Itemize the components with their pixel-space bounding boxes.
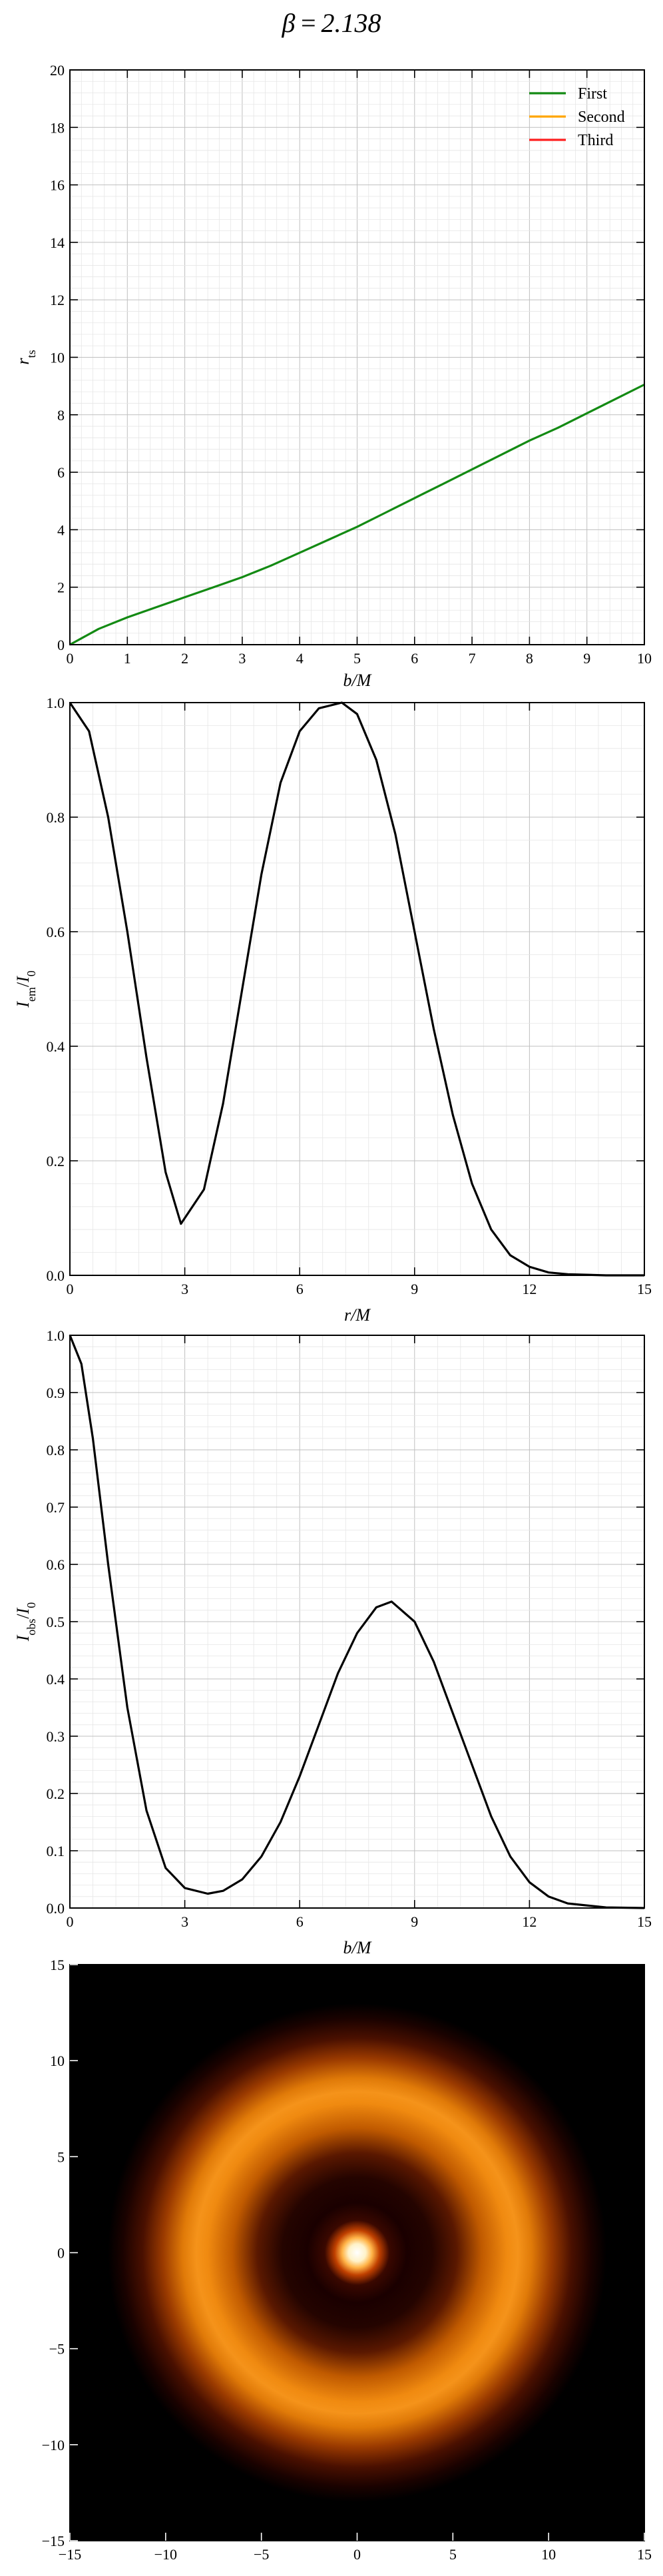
y-tick-label: 0.2 bbox=[47, 1153, 65, 1169]
x-tick-label: 3 bbox=[181, 1913, 188, 1930]
x-tick-label: −10 bbox=[154, 2546, 177, 2563]
y-tick-label: 8 bbox=[57, 407, 65, 424]
y-tick-label: 1.0 bbox=[47, 1327, 65, 1344]
y-tick-label: 2 bbox=[57, 579, 65, 596]
x-tick-label: 1 bbox=[124, 650, 131, 667]
legend-label-2: Second bbox=[578, 109, 625, 126]
y-tick-label: −5 bbox=[49, 2341, 65, 2358]
series-line-1 bbox=[69, 701, 644, 1277]
x-axis-label: r/M bbox=[344, 1305, 371, 1325]
x-tick-label: 2 bbox=[181, 650, 188, 667]
y-tick-label: 0.7 bbox=[47, 1499, 65, 1516]
y-tick-label: 5 bbox=[57, 2148, 65, 2165]
y-tick-label: 16 bbox=[50, 177, 65, 194]
y-tick-label: 0 bbox=[57, 2245, 65, 2262]
panel-2: 0 3 6 9 12 15 0.0 0.2 0.4 0.6 0.8 1.0 r/M Iem/I0 bbox=[13, 695, 652, 1325]
x-tick-label: 15 bbox=[637, 1281, 652, 1297]
y-axis-label: Iem/I0 bbox=[13, 970, 38, 1008]
y-tick-label: 0.0 bbox=[47, 1900, 65, 1917]
x-axis-label: b/M bbox=[343, 671, 372, 690]
y-tick-label: 12 bbox=[50, 292, 65, 308]
x-tick-label: −5 bbox=[254, 2546, 269, 2563]
y-tick-label: 0.3 bbox=[47, 1728, 65, 1745]
x-tick-label: 5 bbox=[353, 650, 361, 667]
y-tick-label: 1.0 bbox=[47, 695, 65, 711]
x-tick-label: −15 bbox=[59, 2546, 81, 2563]
y-tick-label: 6 bbox=[57, 464, 65, 481]
x-tick-label: 7 bbox=[469, 650, 476, 667]
x-tick-label: 8 bbox=[526, 650, 533, 667]
y-tick-label: 0.8 bbox=[47, 1442, 65, 1458]
y-tick-label: 0.4 bbox=[47, 1038, 65, 1055]
series-line-1 bbox=[69, 384, 645, 646]
x-tick-label: 6 bbox=[296, 1281, 304, 1297]
x-tick-label: 3 bbox=[181, 1281, 188, 1297]
y-tick-label: 0.4 bbox=[47, 1671, 65, 1688]
x-tick-label: 12 bbox=[522, 1281, 537, 1297]
x-tick-label: 15 bbox=[637, 2546, 652, 2563]
y-tick-label: 15 bbox=[50, 1957, 65, 1973]
y-tick-label: 0 bbox=[57, 637, 65, 653]
x-tick-label: 0 bbox=[67, 650, 74, 667]
x-tick-label: 4 bbox=[296, 650, 304, 667]
figure-title: β = 2.138 bbox=[282, 8, 381, 38]
y-tick-label: 0.6 bbox=[47, 1556, 65, 1573]
x-tick-label: 6 bbox=[296, 1913, 304, 1930]
x-axis-label: b/M bbox=[343, 1938, 372, 1957]
y-axis-label: Iobs/I0 bbox=[13, 1602, 38, 1642]
y-axis-label: rts bbox=[13, 350, 38, 364]
legend: First Second Third bbox=[529, 85, 625, 149]
panel-3: 0 3 6 9 12 15 0.0 0.1 0.2 0.3 0.4 0.5 0.6 0.7 0.8 0.9 1.… bbox=[13, 1327, 652, 1957]
y-tick-label: −10 bbox=[42, 2437, 65, 2453]
y-tick-label: 18 bbox=[50, 119, 65, 136]
y-tick-label: 0.1 bbox=[47, 1843, 65, 1859]
x-tick-label: 10 bbox=[541, 2546, 556, 2563]
x-tick-label: 9 bbox=[583, 650, 590, 667]
y-tick-label: 10 bbox=[50, 350, 65, 366]
y-tick-label: 10 bbox=[50, 2053, 65, 2069]
y-tick-label: 14 bbox=[50, 234, 65, 251]
y-tick-label: 4 bbox=[57, 521, 65, 538]
y-tick-label: 0.8 bbox=[47, 809, 65, 826]
panel-1: 0 1 2 3 4 5 6 7 8 9 1002468101214161820b/MrtsFirst… bbox=[13, 62, 652, 690]
y-tick-label: 0.2 bbox=[47, 1785, 65, 1802]
x-tick-label: 0 bbox=[67, 1281, 74, 1297]
x-tick-label: 0 bbox=[67, 1913, 74, 1930]
y-tick-label: 0.0 bbox=[47, 1267, 65, 1284]
x-tick-label: 12 bbox=[522, 1913, 537, 1930]
x-tick-label: 0 bbox=[353, 2546, 361, 2563]
panel-4: −15 −10 −5 0 5 10 15 −15 −10 −5 0 5 10 15 bbox=[42, 1957, 652, 2563]
x-tick-label: 6 bbox=[411, 650, 418, 667]
legend-label-1: First bbox=[578, 85, 607, 103]
plot-frame bbox=[69, 702, 645, 1276]
x-tick-label: 9 bbox=[411, 1913, 418, 1930]
y-tick-label: 0.6 bbox=[47, 924, 65, 940]
series-line-1 bbox=[69, 1335, 645, 1909]
legend-label-3: Third bbox=[578, 132, 613, 149]
x-tick-label: 9 bbox=[411, 1281, 418, 1297]
x-tick-label: 15 bbox=[637, 1913, 652, 1930]
y-tick-label: 20 bbox=[50, 62, 65, 79]
y-tick-label: 0.5 bbox=[47, 1614, 65, 1630]
x-tick-label: 10 bbox=[637, 650, 652, 667]
intensity-map bbox=[107, 2003, 607, 2503]
y-tick-label: 0.9 bbox=[47, 1385, 65, 1401]
y-tick-label: −15 bbox=[42, 2533, 65, 2549]
x-tick-label: 3 bbox=[238, 650, 246, 667]
x-tick-label: 5 bbox=[449, 2546, 457, 2563]
